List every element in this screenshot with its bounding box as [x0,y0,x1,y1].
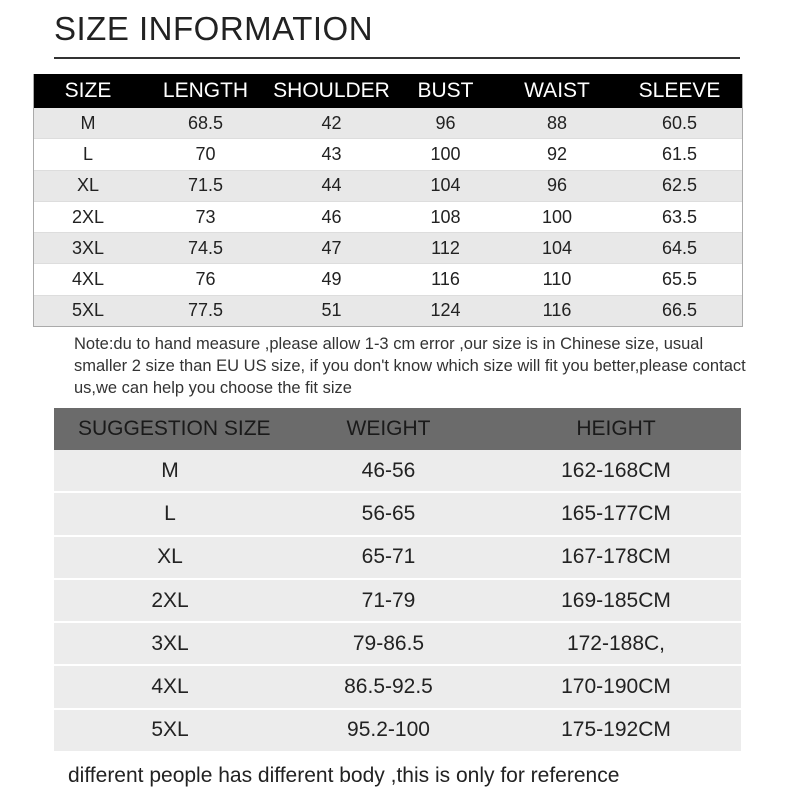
table-cell: 4XL [151,675,189,699]
table-cell: 56-65 [361,501,416,525]
table-cell: 68.5 [187,112,224,133]
table-cell: 47 [321,237,342,258]
column-header: SHOULDER [273,79,390,102]
table-cell: 63.5 [661,206,698,227]
table-cell: 4XL [71,269,105,290]
table-row: M 46-56 162-168CM [54,450,741,494]
table-row: 4XL 86.5-92.5 170-190CM [54,666,741,710]
table-cell: L [82,143,93,164]
table-cell: 88 [546,112,568,133]
table-row: XL 65-71 167-178CM [54,536,741,580]
table-cell: 71-79 [361,588,416,612]
column-header: SIZE [64,79,112,102]
column-header: SLEEVE [638,79,721,102]
page-title: SIZE INFORMATION [54,10,374,47]
table-cell: 66.5 [661,300,698,321]
table-cell: 96 [546,175,568,196]
table-cell: 104 [541,237,573,258]
table-row: 5XL 77.5 51 124 116 66.5 [34,295,742,327]
table-row: 3XL 79-86.5 172-188C, [54,623,741,667]
footer-note: different people has different body ,thi… [68,764,620,787]
table-cell: 74.5 [187,237,224,258]
table-row: 4XL 76 49 116 110 65.5 [34,263,742,296]
table-cell: XL [76,175,100,196]
table-header-row: SUGGESTION SIZE WEIGHT HEIGHT [54,408,741,450]
table-cell: 116 [542,300,572,321]
size-note: Note:du to hand measure ,please allow 1-… [74,335,746,397]
table-row: 2XL 73 46 108 100 63.5 [34,200,742,234]
table-cell: 65.5 [661,269,698,290]
table-cell: 64.5 [661,237,698,258]
table-cell: XL [157,545,183,569]
size-table: SIZE LENGTH SHOULDER BUST WAIST SLEEVE M 68.5 42… [33,74,743,328]
table-cell: 43 [321,143,342,164]
table-row: 2XL 71-79 169-185CM [54,579,741,624]
table-cell: 46-56 [361,458,416,482]
table-cell: 167-178CM [561,545,671,569]
table-cell: M [80,112,96,133]
table-cell: 162-168CM [561,458,671,482]
table-cell: 65-71 [361,545,416,569]
table-cell: 73 [195,206,216,227]
table-cell: 70 [195,143,216,164]
table-cell: 71.5 [187,175,224,196]
table-cell: 165-177CM [561,501,671,525]
table-cell: 112 [431,237,460,258]
table-cell: 116 [431,269,460,290]
table-cell: 86.5-92.5 [344,675,433,699]
table-cell: 76 [195,269,216,290]
table-cell: 100 [541,206,573,227]
table-cell: 124 [430,300,461,321]
table-cell: 49 [321,269,342,290]
column-header: LENGTH [162,79,249,102]
title-divider [54,57,740,59]
table-cell: 62.5 [661,175,698,196]
table-cell: 3XL [71,237,105,258]
table-cell: 46 [321,206,342,227]
table-cell: M [161,458,179,482]
column-header: WEIGHT [346,417,431,440]
table-cell: L [164,501,176,525]
table-cell: 60.5 [661,112,698,133]
table-cell: 2XL [151,588,189,612]
table-row: L 70 43 100 92 61.5 [34,138,742,171]
column-header: SUGGESTION SIZE [78,417,271,440]
table-cell: 170-190CM [561,675,671,699]
table-cell: 95.2-100 [347,718,430,742]
column-header: WAIST [524,79,590,102]
table-cell: 100 [430,143,461,164]
table-cell: 108 [430,206,461,227]
table-cell: 5XL [151,718,189,742]
table-cell: 44 [321,175,342,196]
table-row: 3XL 74.5 47 112 104 64.5 [34,233,742,264]
table-cell: 172-188C, [566,631,666,655]
column-header: BUST [417,79,474,102]
column-header: HEIGHT [576,417,656,440]
table-cell: 169-185CM [561,588,671,612]
table-cell: 2XL [71,206,105,227]
table-row: 5XL 95.2-100 175-192CM [54,709,741,754]
table-cell: 175-192CM [561,718,671,742]
table-cell: 79-86.5 [352,631,425,655]
table-cell: 92 [546,143,568,164]
table-row: XL 71.5 44 104 96 62.5 [34,170,742,201]
table-cell: 61.5 [661,143,698,164]
table-cell: 104 [430,175,461,196]
suggestion-table: SUGGESTION SIZE WEIGHT HEIGHT M 46-56 162-168… [54,408,741,754]
table-cell: 5XL [71,300,105,321]
table-cell: 110 [542,269,572,290]
table-header-row: SIZE LENGTH SHOULDER BUST WAIST SLEEVE [34,74,742,108]
table-cell: 77.5 [187,300,224,321]
table-cell: 3XL [151,631,189,655]
table-row: M 68.5 42 96 88 60.5 [34,108,742,139]
table-cell: 96 [435,112,456,133]
table-row: L 56-65 165-177CM [54,493,741,537]
table-cell: 42 [321,112,342,133]
table-cell: 51 [321,300,342,321]
